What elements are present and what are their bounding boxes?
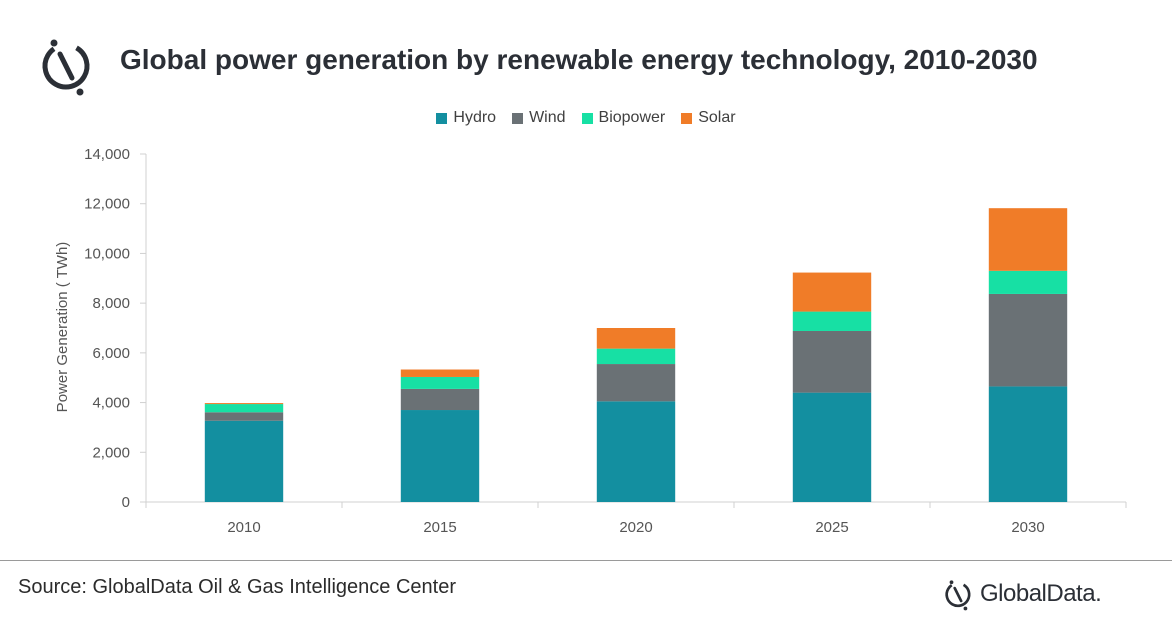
bar-segment-solar-2030: [988, 208, 1068, 271]
legend-swatch-biopower: [581, 112, 593, 124]
legend-item-biopower: Biopower: [581, 109, 666, 127]
chart-legend: Hydro Wind Biopower Solar: [0, 109, 1172, 127]
x-tick-label: 2025: [815, 519, 848, 536]
y-tick-label: 14,000: [84, 146, 130, 163]
bar-segment-solar-2020: [596, 328, 676, 349]
y-tick-label: 12,000: [84, 196, 130, 213]
legend-label-biopower: Biopower: [598, 109, 666, 126]
brand-logo: GlobalData.: [944, 576, 1102, 612]
brand-name: GlobalData.: [980, 580, 1102, 607]
bar-segment-hydro-2020: [596, 401, 676, 502]
x-tick-label: 2030: [1011, 519, 1044, 536]
y-tick-label: 0: [122, 494, 130, 511]
y-tick-label: 2,000: [92, 444, 130, 461]
legend-label-wind: Wind: [529, 109, 566, 126]
y-axis-title: Power Generation ( TWh): [54, 242, 71, 413]
bar-segment-solar-2010: [204, 403, 284, 405]
legend-swatch-hydro: [436, 112, 448, 124]
bar-segment-biopower-2010: [204, 404, 284, 413]
bar-segment-biopower-2015: [400, 376, 480, 389]
legend-item-hydro: Hydro: [436, 109, 496, 127]
x-tick-label: 2015: [423, 519, 456, 536]
bar-segment-wind-2030: [988, 293, 1068, 387]
y-tick-label: 6,000: [92, 345, 130, 362]
x-tick-label: 2010: [227, 519, 260, 536]
legend-item-wind: Wind: [512, 109, 566, 127]
bar-segment-hydro-2025: [792, 392, 872, 502]
bar-segment-hydro-2030: [988, 386, 1068, 502]
bar-segment-biopower-2025: [792, 311, 872, 331]
y-tick-label: 4,000: [92, 395, 130, 412]
chart-title: Global power generation by renewable ene…: [120, 44, 1038, 75]
legend-label-solar: Solar: [698, 109, 736, 126]
bar-stack-group: [204, 208, 1068, 502]
bar-segment-wind-2025: [792, 330, 872, 393]
stacked-bar-chart: 02,0004,0006,0008,00010,00012,00014,000 …: [54, 146, 1127, 536]
globaldata-logo-icon: [42, 39, 90, 96]
bar-segment-wind-2015: [400, 388, 480, 411]
bar-segment-biopower-2030: [988, 270, 1068, 294]
y-axis: 0 2,000 4,000 6,000 8,000 10,000 12,000 14,000: [84, 146, 147, 511]
footer-divider: [0, 560, 1172, 561]
source-note: Source: GlobalData Oil & Gas Intelligenc…: [18, 576, 456, 598]
globaldata-logo-icon: [945, 580, 971, 611]
y-tick-label: 10,000: [84, 245, 130, 262]
bar-segment-wind-2020: [596, 364, 676, 402]
bar-segment-hydro-2010: [204, 420, 284, 502]
bar-segment-solar-2015: [400, 369, 480, 377]
x-tick-label: 2020: [619, 519, 652, 536]
bar-segment-hydro-2015: [400, 410, 480, 502]
legend-label-hydro: Hydro: [453, 109, 497, 126]
legend-swatch-wind: [512, 112, 524, 124]
legend-swatch-solar: [681, 112, 693, 124]
y-tick-label: 8,000: [92, 295, 130, 312]
bar-segment-biopower-2020: [596, 348, 676, 365]
bar-segment-wind-2010: [204, 412, 284, 421]
bar-segment-solar-2025: [792, 272, 872, 312]
x-axis: 2010 2015 2020 2025 2030: [145, 501, 1127, 536]
legend-item-solar: Solar: [681, 109, 736, 127]
